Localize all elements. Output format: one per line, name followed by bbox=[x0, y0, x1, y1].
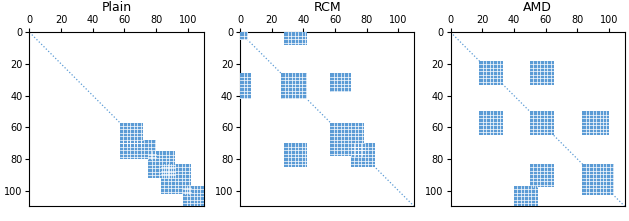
Bar bbox=[161, 164, 191, 194]
Bar bbox=[351, 143, 375, 167]
Bar bbox=[120, 122, 143, 146]
Title: RCM: RCM bbox=[313, 1, 341, 14]
Bar bbox=[479, 111, 503, 135]
Bar bbox=[582, 164, 614, 195]
Bar bbox=[514, 186, 538, 206]
Bar bbox=[530, 61, 554, 84]
Bar bbox=[281, 73, 306, 99]
Bar bbox=[120, 140, 156, 159]
Bar bbox=[284, 143, 306, 167]
Title: Plain: Plain bbox=[101, 1, 131, 14]
Bar bbox=[330, 73, 351, 92]
Bar bbox=[148, 151, 175, 178]
Bar bbox=[530, 164, 554, 187]
Bar bbox=[240, 32, 248, 40]
Bar bbox=[183, 186, 204, 206]
Bar bbox=[530, 111, 554, 135]
Bar bbox=[284, 32, 306, 45]
Title: AMD: AMD bbox=[523, 1, 552, 14]
Bar bbox=[582, 111, 609, 135]
Bar bbox=[240, 73, 251, 99]
Bar bbox=[479, 61, 503, 84]
Bar bbox=[330, 122, 364, 156]
